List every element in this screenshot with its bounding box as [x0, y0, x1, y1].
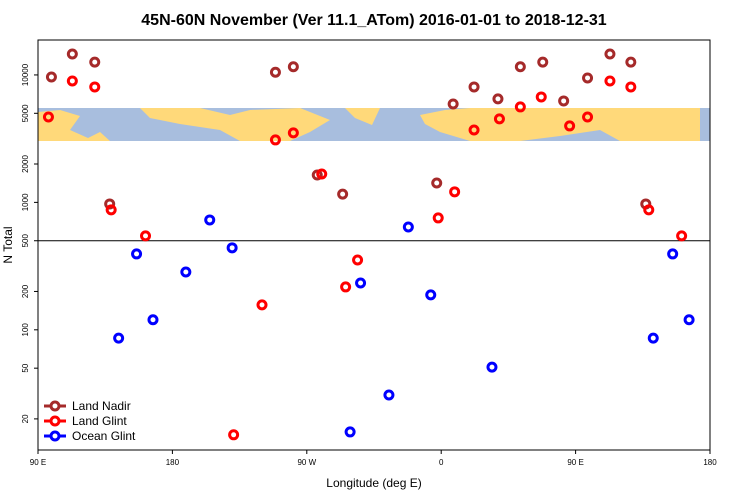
point: [537, 56, 549, 68]
y-tick-label: 100: [21, 323, 30, 337]
point: [683, 314, 695, 326]
point: [105, 204, 117, 216]
legend-label: Land Nadir: [72, 399, 131, 413]
y-tick-label: 1000: [21, 193, 30, 211]
point: [468, 124, 480, 136]
point: [486, 361, 498, 373]
point: [447, 98, 459, 110]
point: [535, 91, 547, 103]
y-tick-label: 50: [21, 363, 30, 372]
point: [582, 72, 594, 84]
x-tick-label: 90 E: [567, 458, 583, 467]
legend-marker: [49, 430, 61, 442]
legend-label: Land Glint: [72, 414, 127, 428]
point: [131, 248, 143, 260]
point: [42, 111, 54, 123]
point: [492, 93, 504, 105]
point: [355, 277, 367, 289]
point: [402, 221, 414, 233]
point: [564, 120, 576, 132]
land: [345, 108, 380, 125]
point: [604, 48, 616, 60]
x-axis-label: Longitude (deg E): [326, 476, 421, 490]
map-band: [38, 108, 710, 141]
point: [340, 281, 352, 293]
x-tick-label: 0: [439, 458, 444, 467]
point: [667, 248, 679, 260]
land: [420, 108, 700, 141]
point: [89, 56, 101, 68]
point: [256, 299, 268, 311]
point: [625, 81, 637, 93]
point: [352, 254, 364, 266]
point: [647, 332, 659, 344]
point: [45, 71, 57, 83]
land: [140, 108, 330, 141]
point: [493, 113, 505, 125]
land: [38, 110, 110, 141]
point: [383, 389, 395, 401]
x-tick-label: 180: [703, 458, 717, 467]
point: [468, 81, 480, 93]
legend-marker: [49, 415, 61, 427]
point: [449, 186, 461, 198]
point: [337, 188, 349, 200]
y-tick-label: 500: [21, 234, 30, 248]
y-tick-label: 20: [21, 414, 30, 423]
point: [432, 212, 444, 224]
point: [226, 242, 238, 254]
point: [66, 48, 78, 60]
chart-title: 45N-60N November (Ver 11.1_ATom) 2016-01…: [141, 12, 607, 29]
point: [228, 429, 240, 441]
y-tick-label: 2000: [21, 155, 30, 173]
y-tick-label: 10000: [21, 63, 30, 86]
point: [425, 289, 437, 301]
point: [431, 177, 443, 189]
point: [104, 198, 116, 210]
point: [269, 134, 281, 146]
plot-frame: [37, 39, 711, 451]
legend-marker: [49, 400, 61, 412]
point: [514, 101, 526, 113]
point: [316, 168, 328, 180]
y-tick-label: 5000: [21, 104, 30, 122]
legend-label: Ocean Glint: [72, 429, 136, 443]
point: [643, 204, 655, 216]
point: [625, 56, 637, 68]
point: [113, 332, 125, 344]
point: [269, 66, 281, 78]
point: [180, 266, 192, 278]
point: [147, 314, 159, 326]
x-tick-label: 90 E: [30, 458, 46, 467]
point: [287, 127, 299, 139]
point: [66, 75, 78, 87]
point: [676, 230, 688, 242]
point: [140, 230, 152, 242]
point: [287, 61, 299, 73]
point: [558, 95, 570, 107]
y-tick-label: 200: [21, 284, 30, 298]
x-tick-label: 180: [166, 458, 180, 467]
point: [604, 75, 616, 87]
point: [582, 111, 594, 123]
point: [344, 426, 356, 438]
y-axis-label: N Total: [1, 226, 15, 263]
x-tick-label: 90 W: [297, 458, 316, 467]
point: [204, 214, 216, 226]
point: [514, 61, 526, 73]
point: [89, 81, 101, 93]
